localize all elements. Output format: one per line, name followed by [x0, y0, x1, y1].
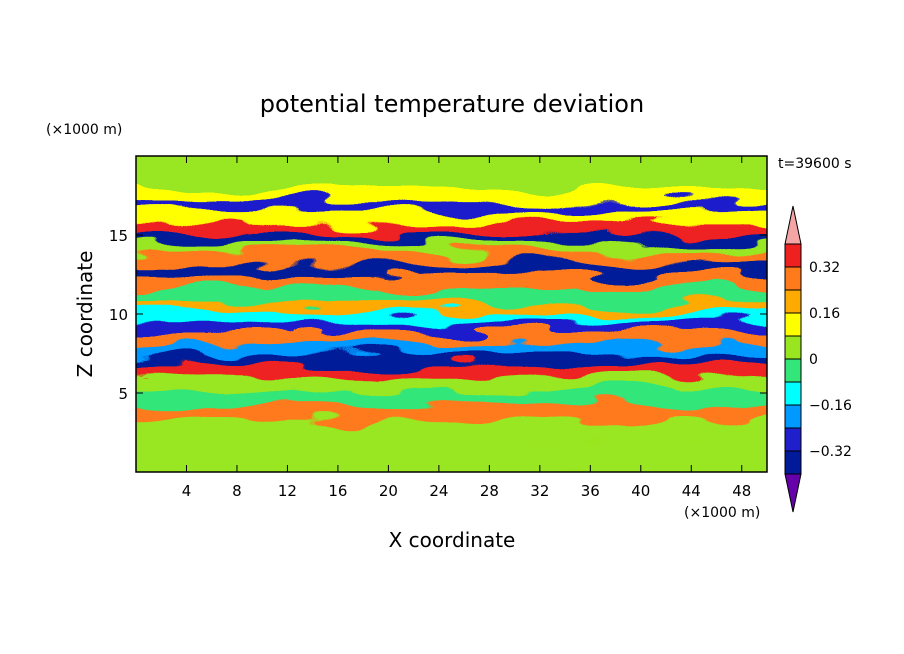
field-band [136, 437, 767, 472]
colorbar-swatch [784, 243, 802, 268]
chart-title: potential temperature deviation [260, 90, 644, 118]
x-unit-label: (×1000 m) [684, 505, 760, 521]
colorbar: 0.32 0.16 0 −0.16 −0.32 [784, 205, 852, 513]
x-tick-label: 8 [232, 482, 242, 500]
x-tick-label: 44 [682, 482, 701, 500]
time-label: t=39600 s [778, 156, 852, 172]
colorbar-bottom-arrow [784, 473, 802, 513]
x-axis-label: X coordinate [389, 528, 516, 552]
x-tick-label: 48 [732, 482, 751, 500]
colorbar-swatch [784, 335, 802, 360]
x-tick-label: 32 [530, 482, 549, 500]
colorbar-swatch [784, 404, 802, 429]
plot-area [136, 156, 767, 472]
x-tick-label: 28 [480, 482, 499, 500]
colorbar-tick-label: 0.32 [809, 260, 840, 276]
colorbar-swatch [784, 266, 802, 291]
colorbar-tick-label: −0.16 [809, 398, 852, 414]
colorbar-top-arrow [784, 205, 802, 245]
y-axis-label: Z coordinate [73, 251, 97, 378]
x-tick-label: 12 [278, 482, 297, 500]
x-tick-label: 24 [429, 482, 448, 500]
y-tick-label: 15 [109, 227, 128, 245]
y-tick-label: 5 [118, 385, 128, 403]
x-tick-label: 36 [581, 482, 600, 500]
x-tick-label: 40 [631, 482, 650, 500]
y-unit-label: (×1000 m) [46, 122, 122, 138]
x-axis: 4 8 12 16 20 24 28 32 36 40 44 48 [182, 156, 751, 500]
colorbar-swatch [784, 312, 802, 337]
colorbar-tick-label: −0.32 [809, 444, 852, 460]
colorbar-tick-label: 0 [809, 352, 818, 368]
colorbar-swatch [784, 381, 802, 406]
y-tick-label: 10 [109, 306, 128, 324]
field-bands [136, 156, 767, 472]
x-tick-label: 16 [328, 482, 347, 500]
colorbar-swatch [784, 289, 802, 314]
colorbar-swatch [784, 358, 802, 383]
colorbar-tick-label: 0.16 [809, 306, 840, 322]
colorbar-swatch [784, 427, 802, 452]
x-tick-label: 20 [379, 482, 398, 500]
colorbar-swatch [784, 450, 802, 475]
y-axis: 5 10 15 [109, 227, 767, 403]
x-tick-label: 4 [182, 482, 192, 500]
